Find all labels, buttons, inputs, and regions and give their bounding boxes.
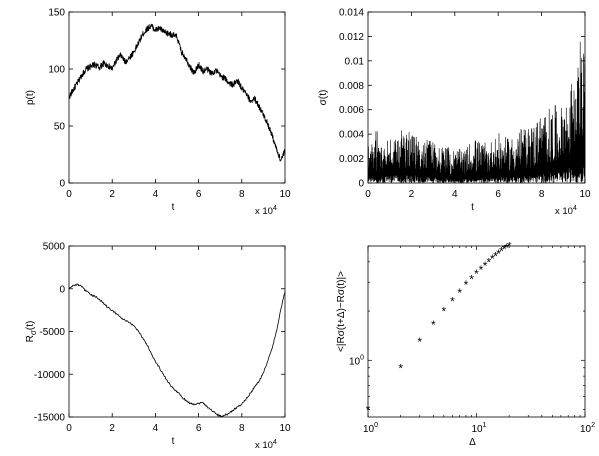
scatter-point: * (464, 278, 469, 292)
y-tick-label: 100 (48, 65, 65, 76)
x-tick-exp: 1 (483, 422, 487, 429)
x-multiplier-base: x 10 (255, 206, 273, 217)
y-tick-base: 10 (349, 356, 361, 367)
x-tick-label: 6 (196, 189, 202, 200)
y-axis-label-tail: (t) (25, 321, 36, 330)
series-line (68, 283, 286, 418)
x-axis-label: Δ (469, 437, 476, 448)
scatter-point: * (479, 263, 484, 277)
y-tick-label: 0.014 (339, 8, 364, 19)
x-tick-exp: 0 (374, 422, 378, 429)
scatter-point: * (431, 318, 436, 332)
x-tick-label: 8 (239, 423, 245, 434)
x-tick-label: 4 (452, 189, 458, 200)
scatter-point: * (483, 259, 488, 273)
x-tick-label: 6 (196, 423, 202, 434)
x-tick-label: 2 (409, 189, 415, 200)
y-tick-label: 0.006 (339, 105, 364, 116)
x-tick-label: 8 (239, 189, 245, 200)
x-multiplier-base: x 10 (255, 440, 273, 451)
y-tick-label: 100 (349, 354, 364, 367)
x-tick-label: 10 (579, 189, 591, 200)
scatter-point: * (450, 295, 455, 309)
y-axis-label: Rσ(t) (25, 321, 38, 343)
scatter-point: * (490, 252, 495, 266)
y-tick-label: 150 (48, 8, 65, 19)
x-tick-base: 10 (580, 424, 592, 435)
y-tick-label: 50 (54, 122, 66, 133)
x-tick-label: 8 (539, 189, 545, 200)
scatter-point: * (496, 247, 501, 261)
y-tick-label: 0 (358, 179, 364, 190)
scatter-point: * (457, 286, 462, 300)
scatter-point: * (493, 249, 498, 263)
scatter-point: * (487, 255, 492, 269)
scatter-point: * (504, 241, 509, 255)
x-tick-label: 102 (580, 422, 595, 435)
y-axis-label-text: p(t) (25, 90, 36, 105)
scatter-point: * (417, 335, 422, 349)
x-tick-label: 0 (365, 189, 371, 200)
x-multiplier-exp: 4 (573, 205, 577, 212)
scatter-point: * (442, 305, 447, 319)
x-tick-base: 10 (363, 424, 375, 435)
y-tick-exp: 0 (360, 354, 364, 361)
panel-volatility: 0 2 4 6 8 10 0 0.002 0.004 0.006 0.008 0.01 0.012 0.0… (318, 8, 591, 218)
x-axis-label: t (172, 436, 175, 447)
scatter-point: * (469, 272, 474, 286)
x-tick-exp: 2 (591, 422, 595, 429)
y-tick-label: -10000 (34, 370, 66, 381)
x-tick-label: 2 (109, 423, 115, 434)
y-axis-label: <|Rσ(t+Δ)−Rσ(t)|> (336, 271, 347, 352)
y-tick-label: 0.008 (339, 81, 364, 92)
x-tick-base: 10 (472, 424, 484, 435)
x-tick-label: 101 (472, 422, 487, 435)
y-tick-label: 0 (59, 284, 65, 295)
y-tick-label: 0.012 (339, 32, 364, 43)
series-line (367, 41, 586, 183)
x-multiplier-label: x 104 (255, 439, 277, 451)
x-axis-label: t (471, 202, 474, 213)
x-multiplier-base: x 10 (555, 206, 573, 217)
y-axis-label: p(t) (25, 90, 36, 105)
scatter-point: * (502, 242, 507, 256)
scatter-point: * (499, 245, 504, 259)
x-axis-label: t (172, 202, 175, 213)
y-axis-label-main: R (25, 335, 36, 342)
x-tick-label: 4 (153, 189, 159, 200)
x-tick-label: 6 (495, 189, 501, 200)
x-multiplier-exp: 4 (273, 205, 277, 212)
x-tick-label: 10 (279, 423, 291, 434)
y-tick-label: 5000 (43, 242, 66, 253)
y-tick-label: -5000 (39, 327, 65, 338)
scatter-point: * (507, 240, 512, 254)
x-multiplier-label: x 104 (555, 205, 577, 217)
y-tick-label: 0.01 (345, 56, 365, 67)
y-tick-label: -15000 (34, 413, 66, 424)
x-tick-label: 10 (279, 189, 291, 200)
series-line (68, 23, 286, 162)
scatter-point: * (398, 361, 403, 375)
scatter-point: * (366, 403, 371, 417)
y-tick-label: 0.004 (339, 130, 364, 141)
x-tick-label: 0 (66, 189, 72, 200)
y-axis-label-sub: σ (29, 330, 38, 335)
x-multiplier-exp: 4 (273, 439, 277, 446)
y-axis-label-text: σ(t) (318, 90, 329, 106)
y-tick-label: 0.002 (339, 154, 364, 165)
x-tick-label: 2 (109, 189, 115, 200)
y-tick-label: 0 (59, 179, 65, 190)
x-multiplier-label: x 104 (255, 205, 277, 217)
y-axis-label: σ(t) (318, 90, 329, 106)
x-tick-label: 0 (66, 423, 72, 434)
scatter-point: * (474, 267, 479, 281)
x-tick-label: 100 (363, 422, 378, 435)
x-tick-label: 4 (153, 423, 159, 434)
